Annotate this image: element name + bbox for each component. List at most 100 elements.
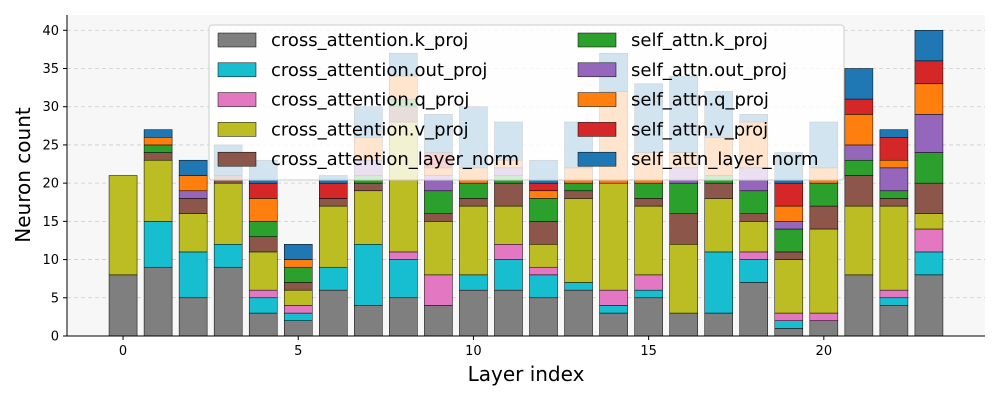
bar-layer-12-series-5 xyxy=(529,198,558,222)
bar-layer-13-series-5 xyxy=(564,182,593,192)
bar-layer-23-series-8 xyxy=(914,60,944,85)
bar-layer-2-series-7 xyxy=(178,175,208,192)
legend-swatch-0 xyxy=(217,32,257,48)
bar-layer-0-series-3 xyxy=(108,175,138,276)
bar-layer-19-series-4 xyxy=(774,251,804,260)
bar-layer-15-series-2 xyxy=(634,274,663,291)
x-tick-label-5: 5 xyxy=(294,344,302,359)
bar-layer-22-series-1 xyxy=(879,297,909,306)
bar-layer-4-series-1 xyxy=(248,297,278,314)
bar-layer-9-series-2 xyxy=(424,274,453,306)
bar-layer-18-series-2 xyxy=(739,251,769,260)
bar-layer-23-series-0 xyxy=(914,274,944,337)
bar-layer-4-series-4 xyxy=(248,236,278,253)
bar-layer-2-series-4 xyxy=(178,198,208,214)
bar-layer-23-series-7 xyxy=(914,83,944,115)
bar-layer-19-series-8 xyxy=(774,182,804,207)
legend-swatch-7 xyxy=(577,92,617,107)
bar-layer-17-series-4 xyxy=(704,182,733,199)
bar-layer-22-series-8 xyxy=(879,137,909,161)
bar-layer-20-series-5 xyxy=(809,182,839,207)
bar-layer-19-series-3 xyxy=(774,259,804,314)
bar-layer-17-series-0 xyxy=(704,312,733,337)
bar-layer-19-series-7 xyxy=(774,205,804,222)
bar-layer-21-series-0 xyxy=(844,274,874,337)
bar-layer-23-series-4 xyxy=(914,182,944,214)
bar-layer-14-series-2 xyxy=(599,289,628,306)
bar-layer-4-series-5 xyxy=(248,221,278,237)
bar-layer-10-series-1 xyxy=(459,274,488,291)
bar-layer-4-series-2 xyxy=(248,289,278,299)
y-tick-label-20: 20 xyxy=(42,177,59,192)
bar-layer-10-series-4 xyxy=(459,198,488,207)
legend-label-0: cross_attention.k_proj xyxy=(271,30,468,51)
bar-layer-9-series-4 xyxy=(424,213,453,222)
bar-layer-23-series-6 xyxy=(914,114,944,153)
legend-label-5: self_attn.k_proj xyxy=(631,30,768,51)
bar-layer-2-series-9 xyxy=(178,159,208,176)
bar-layer-21-series-5 xyxy=(844,159,874,176)
bar-layer-7-series-4 xyxy=(354,182,383,192)
bar-layer-18-series-0 xyxy=(739,282,769,337)
bar-layer-7-series-3 xyxy=(354,190,383,245)
bar-layer-9-series-3 xyxy=(424,221,453,276)
y-tick-label-0: 0 xyxy=(51,330,59,345)
bar-layer-11-series-2 xyxy=(494,244,523,260)
bar-layer-10-series-0 xyxy=(459,289,488,337)
bar-layer-23-series-3 xyxy=(914,213,944,230)
x-tick-label-0: 0 xyxy=(119,344,127,359)
legend-swatch-2 xyxy=(217,92,257,107)
y-tick-label-5: 5 xyxy=(51,291,59,306)
bar-layer-20-series-0 xyxy=(809,320,839,337)
bar-layer-4-series-3 xyxy=(248,251,278,291)
y-tick-label-15: 15 xyxy=(42,215,59,230)
bar-layer-6-series-0 xyxy=(319,289,348,337)
bar-layer-17-series-3 xyxy=(704,198,733,253)
legend-box xyxy=(208,24,845,181)
bar-layer-16-series-5 xyxy=(669,182,698,214)
bar-layer-22-series-6 xyxy=(879,167,909,192)
bar-layer-14-series-3 xyxy=(599,182,628,291)
bar-layer-13-series-3 xyxy=(564,198,593,283)
bar-layer-5-series-2 xyxy=(283,305,313,314)
legend-label-1: cross_attention.out_proj xyxy=(271,60,487,81)
bar-layer-8-series-2 xyxy=(389,251,418,260)
bar-layer-21-series-4 xyxy=(844,175,874,207)
bar-layer-16-series-3 xyxy=(669,244,698,314)
x-tick-label-15: 15 xyxy=(640,344,657,359)
bar-layer-16-series-4 xyxy=(669,213,698,245)
bar-layer-23-series-5 xyxy=(914,152,944,184)
bar-layer-12-series-8 xyxy=(529,182,558,192)
x-axis-label: Layer index xyxy=(468,362,585,386)
y-tick-label-10: 10 xyxy=(42,253,59,268)
bar-layer-10-series-5 xyxy=(459,182,488,199)
bar-layer-22-series-3 xyxy=(879,205,909,291)
bar-layer-20-series-4 xyxy=(809,205,839,230)
legend-swatch-5 xyxy=(577,32,617,48)
bar-layer-1-series-3 xyxy=(143,159,173,222)
bar-layer-18-series-4 xyxy=(739,213,769,222)
bar-layer-4-series-8 xyxy=(248,182,278,199)
legend-swatch-4 xyxy=(217,151,257,167)
bar-layer-6-series-8 xyxy=(319,182,348,199)
bar-layer-15-series-4 xyxy=(634,198,663,207)
bar-layer-0-series-0 xyxy=(108,274,138,337)
bar-layer-1-series-9 xyxy=(143,129,173,138)
bar-layer-19-series-1 xyxy=(774,320,804,329)
bar-layer-22-series-5 xyxy=(879,190,909,199)
bar-layer-1-series-5 xyxy=(143,144,173,153)
bar-layer-15-series-0 xyxy=(634,297,663,337)
bar-layer-21-series-7 xyxy=(844,114,874,146)
bar-layer-5-series-3 xyxy=(283,289,313,306)
bar-layer-21-series-3 xyxy=(844,205,874,276)
bar-layer-7-series-1 xyxy=(354,244,383,306)
bar-layer-21-series-6 xyxy=(844,144,874,161)
bar-layer-2-series-6 xyxy=(178,190,208,199)
bar-layer-13-series-4 xyxy=(564,190,593,199)
x-tick-label-20: 20 xyxy=(816,344,833,359)
bar-layer-4-series-7 xyxy=(248,198,278,222)
bar-layer-23-series-1 xyxy=(914,251,944,276)
bar-layer-15-series-3 xyxy=(634,205,663,276)
bar-layer-1-series-4 xyxy=(143,152,173,161)
bar-layer-4-series-0 xyxy=(248,312,278,337)
